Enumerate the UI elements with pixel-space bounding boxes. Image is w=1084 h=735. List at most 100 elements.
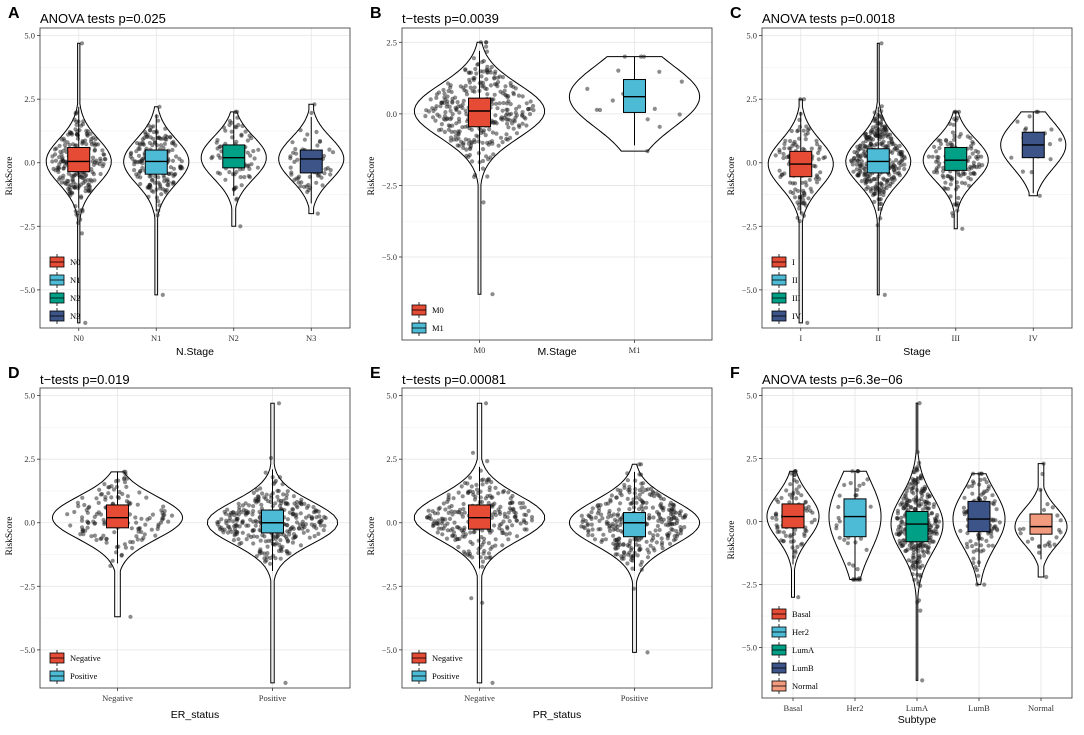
data-point <box>804 203 809 208</box>
x-tick-label: Basal <box>784 703 804 713</box>
data-point <box>510 493 515 499</box>
data-point-max <box>979 471 984 476</box>
data-point <box>464 147 469 152</box>
data-point-min <box>128 614 133 619</box>
legend-label: N2 <box>70 293 80 303</box>
data-point <box>500 490 506 495</box>
data-point <box>788 482 793 487</box>
data-point <box>859 179 865 184</box>
data-point <box>783 138 788 143</box>
group-n3 <box>278 102 345 216</box>
data-point-min <box>645 149 650 154</box>
data-point <box>251 528 257 533</box>
data-point <box>299 501 304 506</box>
data-point <box>867 173 873 178</box>
data-point <box>163 126 168 131</box>
group-negative <box>413 401 546 686</box>
y-tick-label: 2.5 <box>386 454 397 464</box>
data-point <box>108 563 113 569</box>
data-point <box>253 523 258 528</box>
data-point <box>800 180 805 185</box>
data-point <box>239 183 244 188</box>
data-point <box>256 147 261 152</box>
data-point <box>865 477 870 482</box>
data-point <box>454 525 460 530</box>
box <box>106 504 129 529</box>
data-point <box>970 139 975 145</box>
data-point <box>952 109 957 114</box>
violin <box>845 42 912 296</box>
data-point <box>895 508 901 513</box>
data-point <box>454 121 459 126</box>
data-point <box>937 146 942 151</box>
group-luma <box>890 401 944 683</box>
x-axis-title: Stage <box>903 346 931 358</box>
data-point <box>486 500 491 506</box>
data-point <box>467 70 472 75</box>
y-tick-label: −2.5 <box>382 180 397 190</box>
data-point <box>867 135 872 140</box>
data-point <box>440 532 445 537</box>
data-point <box>646 550 652 555</box>
data-point <box>305 528 310 533</box>
data-point <box>664 532 670 537</box>
plot-area <box>40 28 350 328</box>
data-point <box>487 555 492 560</box>
x-tick-label: Negative <box>102 693 133 703</box>
data-point <box>110 558 115 563</box>
y-axis-title: RiskScore <box>5 516 15 555</box>
data-point <box>80 176 85 181</box>
data-point <box>149 527 154 532</box>
data-point <box>237 524 242 529</box>
x-tick-label: N1 <box>151 333 161 343</box>
data-point <box>773 153 778 158</box>
data-point <box>82 502 87 508</box>
data-point <box>453 95 458 100</box>
data-point <box>466 490 471 495</box>
data-point <box>795 215 800 220</box>
data-point <box>934 159 939 164</box>
data-point <box>170 181 175 186</box>
data-point <box>490 130 495 135</box>
data-point <box>489 495 494 500</box>
data-point <box>219 525 224 531</box>
data-point <box>814 138 819 143</box>
data-point <box>480 482 485 487</box>
data-point <box>235 115 240 120</box>
data-point <box>625 543 630 548</box>
data-point <box>138 181 143 187</box>
data-point <box>440 517 446 522</box>
data-point <box>474 71 479 76</box>
data-point <box>317 173 322 178</box>
data-point <box>151 129 156 135</box>
data-point <box>327 147 332 152</box>
data-point <box>890 150 895 155</box>
data-point <box>871 177 876 182</box>
data-point <box>54 146 59 151</box>
x-tick-label: LumB <box>968 703 990 713</box>
group-lumb <box>952 471 1006 587</box>
data-point <box>946 174 951 179</box>
data-point <box>484 480 489 485</box>
data-point <box>991 502 997 507</box>
data-point <box>94 158 99 163</box>
data-point <box>322 514 327 520</box>
data-point <box>613 552 618 557</box>
data-point <box>644 500 649 505</box>
data-point <box>855 173 861 178</box>
data-point <box>158 520 163 525</box>
data-point <box>246 173 251 179</box>
data-point <box>934 149 939 154</box>
data-point <box>880 125 885 130</box>
data-point <box>445 499 450 504</box>
data-point <box>932 144 937 149</box>
data-point <box>469 596 474 601</box>
data-point <box>508 118 513 123</box>
data-point <box>162 179 167 184</box>
data-point <box>979 549 984 554</box>
data-point <box>1052 542 1057 547</box>
data-point <box>424 108 429 113</box>
data-point <box>125 494 130 499</box>
data-point <box>796 188 801 194</box>
